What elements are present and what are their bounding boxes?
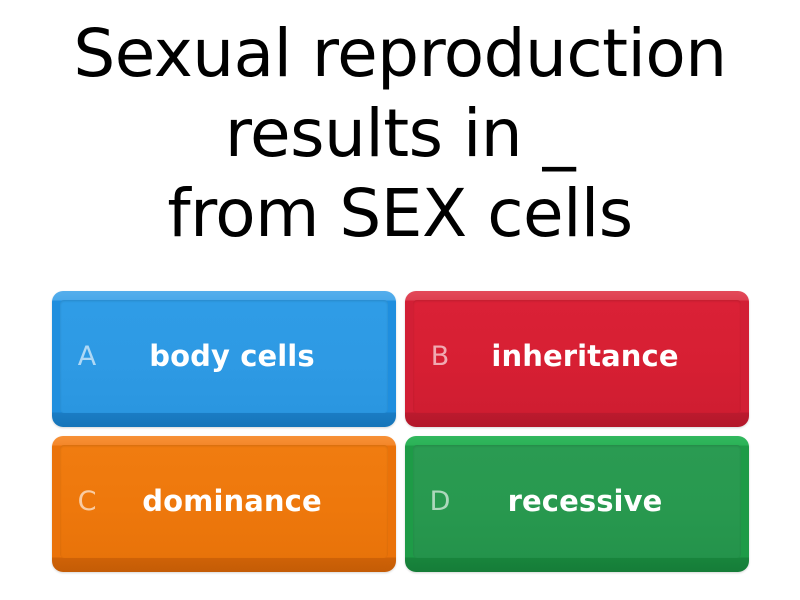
- answer-option-a[interactable]: A body cells: [52, 291, 396, 427]
- answer-option-d-face: D recessive: [413, 445, 741, 558]
- answer-option-c-label: dominance: [142, 485, 322, 518]
- answer-option-b-face: B inheritance: [413, 300, 741, 413]
- answer-option-a-face: A body cells: [60, 300, 388, 413]
- answer-option-c-face: C dominance: [60, 445, 388, 558]
- answer-options-grid: A body cells B inheritance C dominance D…: [52, 291, 749, 572]
- answer-option-a-label: body cells: [149, 340, 315, 373]
- answer-option-b-letter: B: [430, 341, 450, 372]
- answer-option-d-letter: D: [429, 486, 451, 517]
- answer-option-c-letter: C: [77, 486, 97, 517]
- answer-option-d-label: recessive: [507, 485, 663, 518]
- answer-option-c[interactable]: C dominance: [52, 436, 396, 572]
- answer-option-d[interactable]: D recessive: [405, 436, 749, 572]
- answer-option-b-label: inheritance: [491, 340, 679, 373]
- answer-option-a-letter: A: [77, 341, 97, 372]
- answer-option-b[interactable]: B inheritance: [405, 291, 749, 427]
- question-title: Sexual reproduction results in _ from SE…: [73, 15, 727, 252]
